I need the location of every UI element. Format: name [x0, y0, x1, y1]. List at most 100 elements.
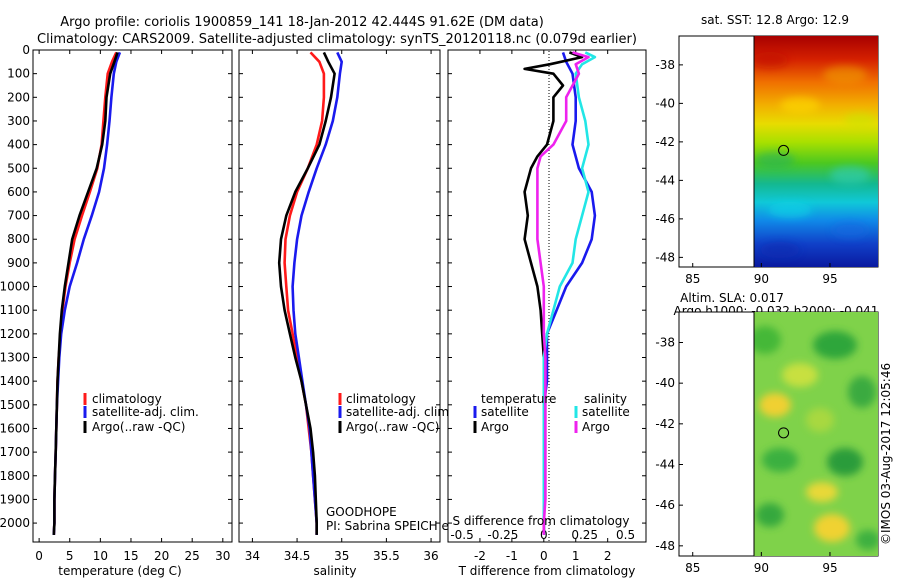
depth-tick-label: 1500 [0, 398, 30, 412]
legend-label-s-argo: Argo [582, 420, 610, 434]
imos-credit: ©IMOS 03-Aug-2017 12:05:46 [879, 363, 893, 545]
project-annotation: GOODHOPE [326, 505, 397, 519]
series-line-argo-raw-qc- [277, 51, 336, 535]
salinity-depth-ticks [239, 49, 440, 524]
map-x-tick-label: 90 [754, 272, 769, 286]
difference-panel: -2 -1 0 1 2 -0.5 -0.25 0 0.25 0.5 T difference f… [447, 49, 647, 578]
argo-profile-marker [778, 427, 790, 439]
depth-tick-label: 700 [7, 209, 30, 223]
depth-tick-label: 0 [22, 43, 30, 57]
x-tick-label: 0 [35, 549, 43, 563]
depth-tick-label: 2000 [0, 516, 30, 530]
map-y-tick-label: -38 [655, 336, 675, 350]
difference-axes-box [447, 49, 647, 543]
figure-title-line2: Climatology: CARS2009. Satellite-adjuste… [37, 32, 637, 47]
t-difference-x-label: T difference from climatology [458, 564, 636, 578]
salinity-series [277, 51, 344, 535]
series-line-salinity-satellite [542, 51, 597, 535]
series-line-argo-raw-qc- [52, 51, 119, 535]
depth-tick-label: 100 [7, 67, 30, 81]
x-tick-label: 34 [245, 549, 260, 563]
map-x-tick-label: 95 [822, 561, 837, 575]
sla-map-title: Altim. SLA: 0.017 [680, 291, 784, 305]
s-difference-x-axis: -0.5 -0.25 0 0.25 0.5 [450, 528, 635, 542]
x-tick-label: 5 [66, 549, 74, 563]
sla-field [754, 312, 878, 556]
temperature-panel: 0100200300400500600700800900100011001200… [0, 43, 233, 578]
map-y-tick-label: -48 [655, 539, 675, 553]
depth-tick-label: 1400 [0, 374, 30, 388]
sst-map-panel: sat. SST: 12.8 Argo: 12.9 85 90 95 -38 -40 -4… [655, 13, 879, 286]
depth-tick-label: 1600 [0, 421, 30, 435]
legend-title-temperature: temperature [481, 392, 556, 406]
x-tick-label: 36 [423, 549, 438, 563]
map-y-tick-label: -40 [655, 96, 675, 110]
map-y-tick-label: -46 [655, 212, 675, 226]
s-tick-label: -0.25 [487, 528, 518, 542]
temperature-x-label: temperature (deg C) [58, 564, 181, 578]
map-y-tick-label: -44 [655, 173, 675, 187]
difference-series [523, 51, 597, 535]
map-x-tick-label: 90 [754, 561, 769, 575]
map-y-tick-label: -38 [655, 58, 675, 72]
sla-texture [754, 326, 878, 550]
sst-map-ticks: 85 90 95 -38 -40 -42 -44 -46 -48 [655, 58, 837, 286]
s-tick-label: 0 [540, 528, 548, 542]
x-tick-label: 35.5 [373, 549, 400, 563]
legend-label-satellite: satellite-adj. clim. [92, 405, 199, 419]
sla-map-panel: Altim. SLA: 0.017 Argo h1000: -0.032 h20… [655, 291, 879, 576]
depth-tick-label: 1000 [0, 280, 30, 294]
depth-tick-label: 300 [7, 114, 30, 128]
temperature-axes-box [32, 49, 233, 543]
legend-label-climatology: climatology [346, 392, 416, 406]
depth-tick-label: 900 [7, 256, 30, 270]
s-difference-x-label: S difference from climatology [453, 514, 630, 528]
depth-tick-label: 1800 [0, 469, 30, 483]
x-tick-label: 10 [93, 549, 108, 563]
difference-depth-ticks [448, 49, 646, 524]
map-x-tick-label: 85 [685, 272, 700, 286]
sla-map-ticks: 85 90 95 -38 -40 -42 -44 -46 -48 [655, 336, 837, 576]
sst-texture [754, 52, 876, 258]
legend-label-climatology: climatology [92, 392, 162, 406]
x-tick-label: 15 [123, 549, 138, 563]
depth-tick-label: 1700 [0, 445, 30, 459]
depth-tick-label: 1100 [0, 303, 30, 317]
x-tick-label: 30 [215, 549, 230, 563]
temperature-x-axis: 0 5 10 15 20 25 30 [35, 50, 230, 563]
legend-label-s-satellite: satellite [582, 405, 630, 419]
sst-field [754, 36, 878, 267]
map-y-tick-label: -40 [655, 376, 675, 390]
temperature-legend: climatology satellite-adj. clim. Argo(..… [83, 392, 199, 434]
x-tick-label: 0 [540, 549, 548, 563]
legend-label-t-satellite: satellite [481, 405, 529, 419]
x-tick-label: 34.5 [284, 549, 311, 563]
legend-label-argo: Argo(..raw -QC) [346, 420, 439, 434]
legend-label-t-argo: Argo [481, 420, 509, 434]
map-y-tick-label: -44 [655, 458, 675, 472]
depth-tick-label: 1900 [0, 492, 30, 506]
depth-tick-label: 800 [7, 232, 30, 246]
map-x-tick-label: 85 [685, 561, 700, 575]
s-tick-label: -0.5 [450, 528, 473, 542]
depth-axis: 0 100 200 300 400 500 600 700 800 900 1000 1100 1200… [0, 43, 232, 530]
x-tick-label: 35 [334, 549, 349, 563]
x-tick-label: 25 [185, 549, 200, 563]
map-x-tick-label: 95 [822, 272, 837, 286]
argo-profile-marker [778, 144, 790, 156]
salinity-panel: 34 34.5 35 35.5 36 salinity climatology sate… [238, 49, 543, 578]
sst-map-title: sat. SST: 12.8 Argo: 12.9 [701, 13, 849, 27]
s-tick-label: 0.5 [616, 528, 635, 542]
salinity-x-label: salinity [313, 564, 356, 578]
map-y-tick-label: -46 [655, 498, 675, 512]
depth-tick-label: 500 [7, 161, 30, 175]
salinity-axes-box [238, 49, 441, 543]
depth-tick-label: 600 [7, 185, 30, 199]
s-tick-label: 0.25 [571, 528, 598, 542]
map-y-tick-label: -42 [655, 135, 675, 149]
x-tick-label: 20 [154, 549, 169, 563]
legend-label-argo: Argo(..raw -QC) [92, 420, 185, 434]
series-line-satellite-adj-clim- [291, 51, 344, 535]
depth-tick-label: 1200 [0, 327, 30, 341]
